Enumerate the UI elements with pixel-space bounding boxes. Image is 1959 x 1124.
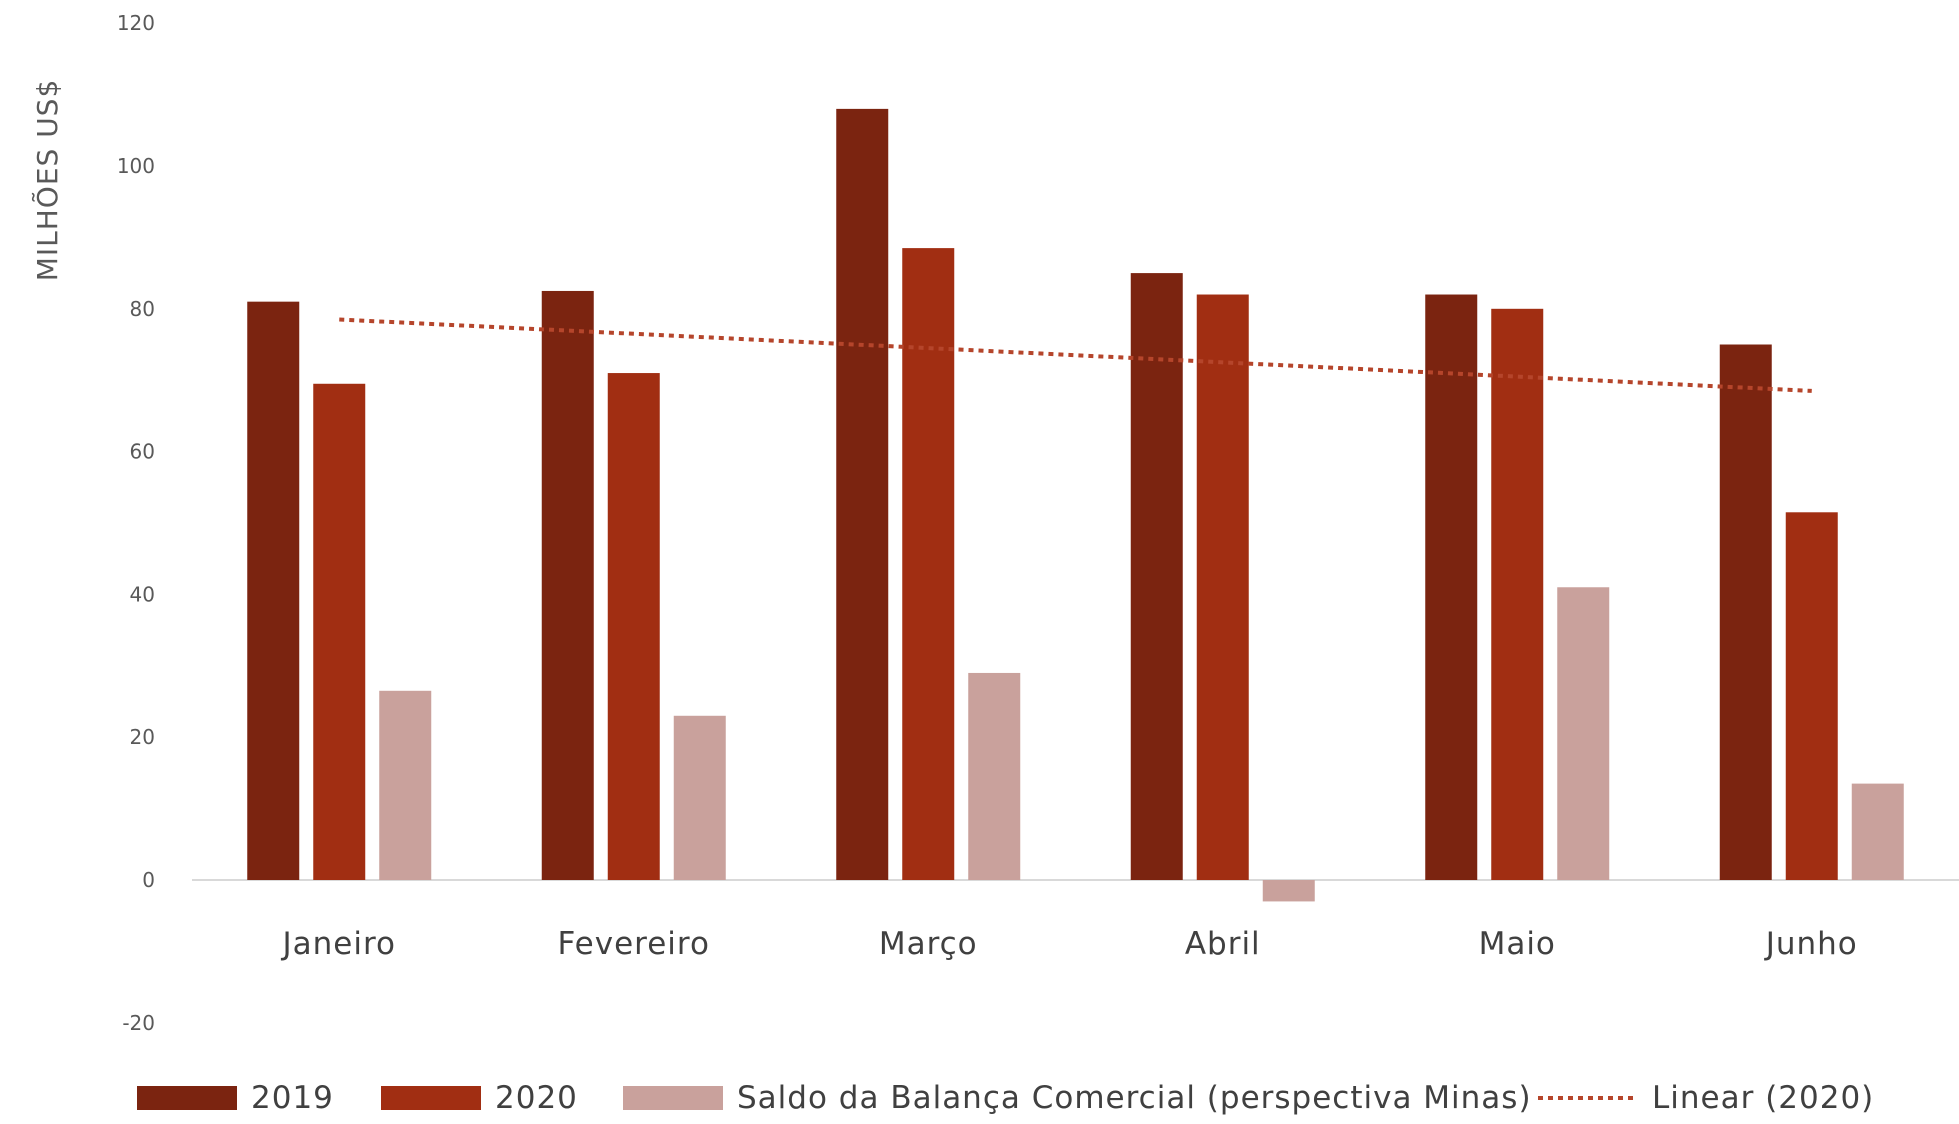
bar-2019-junho bbox=[1719, 344, 1772, 880]
y-tick-label: 80 bbox=[130, 297, 155, 321]
category-label: Janeiro bbox=[280, 926, 396, 962]
category-label: Março bbox=[879, 926, 978, 962]
y-axis-ticks: -20 0 20 40 60 80 100 120 bbox=[117, 11, 155, 1035]
legend-swatch bbox=[381, 1086, 481, 1110]
category-label: Abril bbox=[1185, 926, 1261, 962]
bar-saldo-abril bbox=[1262, 880, 1315, 902]
legend-label: 2019 bbox=[251, 1080, 334, 1116]
bar-2020-fevereiro bbox=[607, 373, 660, 880]
bar-2020-abril bbox=[1196, 294, 1249, 880]
bars bbox=[247, 108, 1904, 902]
bar-2019-maio bbox=[1425, 294, 1478, 880]
y-tick-label: 60 bbox=[130, 440, 155, 464]
legend-linear-2020: Linear (2020) bbox=[1538, 1080, 1874, 1116]
bar-saldo-janeiro bbox=[379, 690, 432, 880]
bar-2019-janeiro bbox=[247, 301, 300, 880]
bar-2019-abril bbox=[1130, 273, 1183, 881]
legend-2020: 2020 bbox=[381, 1080, 578, 1116]
category-label: Junho bbox=[1764, 926, 1858, 962]
legend-swatch bbox=[623, 1086, 723, 1110]
bar-saldo-junho bbox=[1851, 783, 1904, 880]
legend: 2019 2020 Saldo da Balança Comercial (pers… bbox=[137, 1080, 1874, 1116]
legend-label: 2020 bbox=[495, 1080, 578, 1116]
category-label: Maio bbox=[1479, 926, 1556, 962]
y-tick-label: -20 bbox=[122, 1011, 155, 1035]
y-tick-label: 20 bbox=[130, 725, 155, 749]
bar-2020-junho bbox=[1785, 512, 1838, 880]
legend-2019: 2019 bbox=[137, 1080, 334, 1116]
category-labels: Janeiro Fevereiro Março Abril Maio Junho bbox=[280, 926, 1858, 962]
legend-swatch bbox=[137, 1086, 237, 1110]
bar-2020-janeiro bbox=[313, 383, 366, 880]
bar-2019-fevereiro bbox=[541, 290, 594, 880]
legend-label: Linear (2020) bbox=[1652, 1080, 1874, 1116]
y-tick-label: 120 bbox=[117, 11, 155, 35]
y-axis-title: MILHÕES US$ bbox=[30, 79, 64, 282]
y-tick-label: 0 bbox=[142, 868, 155, 892]
bar-saldo-março bbox=[968, 672, 1021, 880]
bar-saldo-fevereiro bbox=[673, 715, 726, 880]
legend-saldo: Saldo da Balança Comercial (perspectiva … bbox=[623, 1080, 1532, 1116]
y-tick-label: 40 bbox=[130, 582, 155, 606]
y-tick-label: 100 bbox=[117, 154, 155, 178]
bar-2020-março bbox=[902, 248, 955, 881]
bar-2019-março bbox=[836, 108, 889, 880]
bar-2020-maio bbox=[1491, 308, 1544, 880]
legend-label: Saldo da Balança Comercial (perspectiva … bbox=[737, 1080, 1532, 1116]
category-label: Fevereiro bbox=[558, 926, 710, 962]
bar-saldo-maio bbox=[1557, 587, 1610, 880]
